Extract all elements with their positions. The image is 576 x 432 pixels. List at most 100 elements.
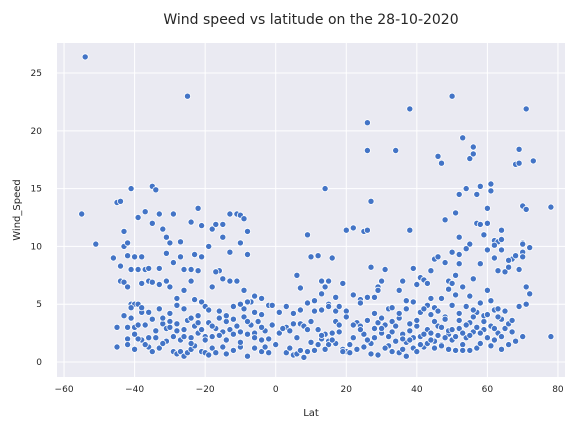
- data-point: [483, 219, 491, 227]
- data-point: [459, 346, 467, 354]
- data-point: [476, 329, 484, 337]
- data-point: [363, 146, 371, 154]
- data-point: [547, 333, 555, 341]
- data-point: [512, 252, 520, 260]
- data-point: [430, 317, 438, 325]
- data-point: [198, 222, 206, 230]
- data-point: [258, 311, 266, 319]
- data-point: [349, 224, 357, 232]
- data-point: [187, 218, 195, 226]
- data-point: [180, 326, 188, 334]
- data-point: [166, 309, 174, 317]
- chart-title: Wind speed vs latitude on the 28-10-2020: [163, 12, 458, 28]
- data-point: [131, 253, 139, 261]
- data-point: [462, 321, 470, 329]
- data-point: [335, 328, 343, 336]
- data-point: [261, 343, 269, 351]
- data-point: [233, 322, 241, 330]
- data-point: [162, 277, 170, 285]
- data-point: [490, 324, 498, 332]
- data-point: [476, 339, 484, 347]
- data-point: [402, 352, 410, 360]
- data-point: [148, 348, 156, 356]
- data-point: [127, 265, 135, 273]
- data-point: [378, 277, 386, 285]
- data-point: [243, 330, 251, 338]
- data-point: [268, 321, 276, 329]
- data-point: [191, 250, 199, 258]
- data-point: [381, 344, 389, 352]
- data-point: [314, 252, 322, 260]
- data-point: [515, 145, 523, 153]
- data-point: [176, 253, 184, 261]
- x-tick-label: 20: [341, 385, 353, 395]
- data-point: [445, 345, 453, 353]
- data-point: [448, 248, 456, 256]
- data-point: [487, 180, 495, 188]
- data-point: [183, 92, 191, 100]
- data-point: [152, 334, 160, 342]
- x-tick-label: 0: [273, 385, 279, 395]
- data-point: [272, 341, 280, 349]
- data-point: [494, 305, 502, 313]
- data-point: [363, 336, 371, 344]
- data-point: [194, 204, 202, 212]
- data-point: [251, 308, 259, 316]
- data-point: [392, 146, 400, 154]
- data-point: [512, 337, 520, 345]
- data-point: [469, 313, 477, 321]
- data-point: [162, 249, 170, 257]
- data-point: [476, 182, 484, 190]
- data-point: [385, 333, 393, 341]
- data-point: [166, 323, 174, 331]
- data-point: [522, 205, 530, 213]
- data-point: [497, 246, 505, 254]
- data-point: [473, 323, 481, 331]
- data-point: [215, 314, 223, 322]
- data-point: [476, 260, 484, 268]
- data-point: [120, 312, 128, 320]
- data-point: [162, 233, 170, 241]
- data-point: [466, 240, 474, 248]
- data-point: [483, 334, 491, 342]
- data-point: [145, 264, 153, 272]
- data-point: [307, 317, 315, 325]
- data-point: [187, 277, 195, 285]
- data-point: [437, 294, 445, 302]
- data-point: [258, 294, 266, 302]
- data-point: [159, 314, 167, 322]
- data-point: [240, 305, 248, 313]
- data-point: [318, 306, 326, 314]
- data-point: [434, 253, 442, 261]
- data-point: [501, 268, 509, 276]
- data-point: [166, 283, 174, 291]
- data-point: [374, 319, 382, 327]
- data-point: [455, 309, 463, 317]
- data-point: [229, 302, 237, 310]
- data-point: [208, 344, 216, 352]
- data-point: [346, 341, 354, 349]
- data-point: [191, 296, 199, 304]
- data-point: [318, 290, 326, 298]
- data-point: [487, 297, 495, 305]
- data-point: [289, 320, 297, 328]
- data-point: [363, 293, 371, 301]
- data-point: [469, 306, 477, 314]
- data-point: [296, 346, 304, 354]
- data-point: [141, 341, 149, 349]
- data-point: [434, 331, 442, 339]
- data-point: [342, 313, 350, 321]
- y-tick-label: 5: [36, 300, 42, 310]
- data-point: [286, 344, 294, 352]
- data-point: [303, 348, 311, 356]
- data-point: [293, 334, 301, 342]
- data-point: [176, 238, 184, 246]
- data-point: [236, 239, 244, 247]
- data-point: [201, 336, 209, 344]
- data-point: [152, 186, 160, 194]
- data-point: [127, 185, 135, 193]
- data-point: [406, 327, 414, 335]
- data-point: [155, 280, 163, 288]
- data-point: [332, 293, 340, 301]
- data-point: [332, 307, 340, 315]
